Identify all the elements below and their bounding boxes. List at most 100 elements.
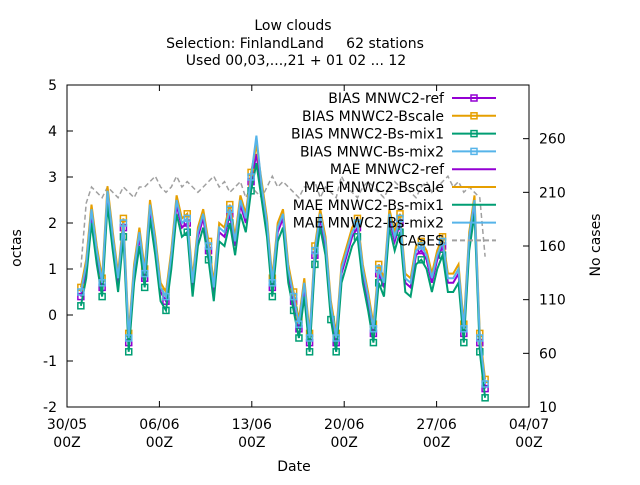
data-point [124, 348, 133, 356]
chart-title: Low clouds Selection: FinlandLand 62 sta… [166, 18, 424, 69]
x-tick-label: 00Z [330, 435, 357, 451]
data-point [481, 394, 489, 402]
data-point [396, 210, 404, 218]
data-point [460, 338, 468, 347]
data-point [481, 380, 489, 388]
data-point [268, 279, 277, 287]
data-point [140, 269, 149, 278]
data-point [162, 306, 170, 315]
data-point [438, 237, 447, 246]
data-point [204, 242, 213, 250]
data-point [460, 325, 468, 333]
data-point [295, 320, 303, 328]
y-tick-label: -1 [43, 354, 57, 370]
data-point [226, 205, 234, 213]
y-axis-label: octas [9, 229, 25, 267]
series-line [80, 174, 486, 268]
series-layer [77, 135, 489, 402]
legend-marker [470, 94, 478, 102]
data-point [476, 348, 484, 356]
legend-label: CASES [398, 233, 444, 249]
legend-marker [470, 112, 478, 120]
y2-tick-label: 210 [539, 185, 566, 201]
data-point [369, 338, 378, 347]
data-point [417, 237, 426, 246]
data-point [289, 292, 298, 301]
data-point [305, 348, 314, 356]
data-point [183, 214, 191, 223]
y-tick-label: 5 [48, 78, 57, 94]
data-point [369, 325, 378, 333]
data-point [332, 334, 340, 342]
data-point [311, 246, 319, 255]
series-8 [80, 174, 486, 268]
legend-label: BIAS MNWC2-ref [328, 91, 445, 107]
y-tick-label: -2 [43, 400, 57, 416]
data-point [417, 256, 426, 264]
data-point [374, 260, 383, 269]
data-point [140, 283, 149, 292]
chart-title-line-3: Used 00,03,...,21 + 01 02 ... 12 [186, 53, 406, 69]
x-tick-label: 00Z [146, 435, 173, 451]
y2-tick-label: 10 [539, 400, 557, 416]
data-point [295, 334, 303, 342]
data-point [77, 302, 85, 310]
legend-marker [470, 147, 478, 156]
legend-label: MAE MNWC2-Bs-mix2 [293, 216, 444, 232]
chart-title-line-1: Low clouds [254, 18, 331, 34]
data-point [247, 187, 255, 195]
x-tick-label: 30/05 [47, 417, 87, 433]
data-point [204, 256, 213, 264]
data-point [226, 200, 234, 209]
y-tick-label: 0 [48, 308, 57, 324]
y-tick-label: 4 [48, 124, 57, 140]
legend-label: MAE MNWC2-Bscale [304, 180, 444, 196]
data-point [353, 233, 362, 241]
data-point [417, 242, 426, 250]
y2-tick-label: 260 [539, 132, 566, 148]
x-tick-label: 27/06 [416, 417, 456, 433]
y2-tick-label: 110 [539, 293, 566, 309]
data-point [183, 210, 191, 218]
legend: BIAS MNWC2-ref BIAS MNWC2-Bscale BIAS MNWC… [291, 91, 496, 249]
y-tick-label: 2 [48, 216, 57, 232]
axes-layer: -2 -1 0 1 2 3 4 5 10 60 110 160 210 260 30/05 00Z 06/06 0… [43, 78, 566, 451]
data-point [353, 219, 362, 227]
data-point [77, 288, 85, 296]
x-tick-label: 00Z [423, 435, 450, 451]
data-point [77, 292, 85, 301]
data-point [98, 292, 106, 301]
legend-label: MAE MNWC2-Bs-mix1 [293, 198, 444, 214]
y-tick-label: 1 [48, 262, 57, 278]
data-point [98, 279, 106, 287]
y2-tick-label: 160 [539, 239, 566, 255]
data-point [305, 334, 314, 342]
x-tick-label: 04/07 [509, 417, 549, 433]
data-point [119, 219, 128, 227]
legend-label: MAE MNWC2-ref [330, 162, 445, 178]
y-tick-label: 3 [48, 170, 57, 186]
data-point [247, 173, 255, 181]
x-axis-label: Date [277, 459, 310, 475]
y2-tick-label: 60 [539, 346, 557, 362]
legend-marker [470, 129, 478, 138]
x-tick-label: 00Z [53, 435, 80, 451]
y2-axis-label: No cases [588, 214, 604, 277]
series-2 [77, 163, 489, 402]
data-point [396, 214, 404, 223]
data-point [476, 334, 484, 342]
series-3 [77, 135, 489, 388]
x-tick-label: 13/06 [232, 417, 272, 433]
x-tick-label: 00Z [238, 435, 265, 451]
x-tick-label: 00Z [515, 435, 542, 451]
legend-label: BIAS MNWC2-Bscale [302, 109, 444, 125]
data-point [374, 265, 383, 273]
x-tick-label: 06/06 [139, 417, 179, 433]
legend-label: BIAS MNWC2-Bs-mix1 [291, 127, 444, 143]
x-tick-label: 20/06 [324, 417, 364, 433]
data-point [119, 214, 128, 223]
chart-title-line-2: Selection: FinlandLand 62 stations [166, 36, 424, 52]
data-point [162, 292, 170, 301]
